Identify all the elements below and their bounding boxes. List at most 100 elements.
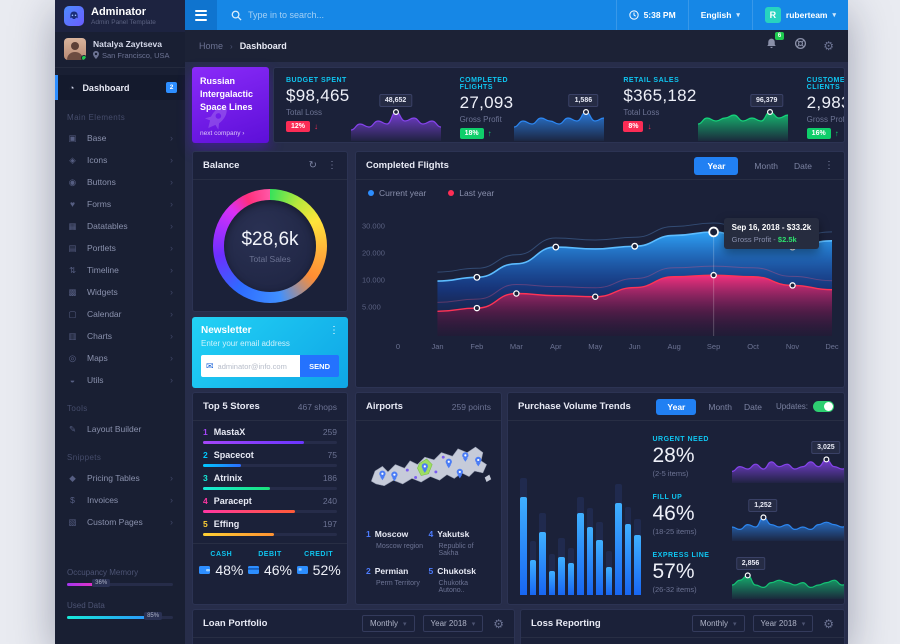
airport-item[interactable]: 1 Moscow Moscow region [366, 529, 424, 550]
metric-urgent-need: URGENT NEED 28% (2-5 items) 3,025 [653, 431, 844, 483]
completed-flights-card: Completed Flights Year Month Date ⋮ Curr… [355, 151, 845, 388]
settings-button[interactable]: ⚙ [823, 617, 834, 631]
language-menu[interactable]: English ▾ [687, 0, 752, 30]
sidebar-item-icons[interactable]: ◈ Icons › [55, 149, 185, 171]
kebab-menu-icon[interactable]: ⋮ [824, 160, 834, 171]
send-button[interactable]: SEND [300, 355, 339, 377]
flights-svg [437, 222, 833, 336]
sidebar-item-layout-builder[interactable]: ✎ Layout Builder [68, 423, 142, 435]
help-button[interactable] [794, 37, 807, 55]
trend-badge: 18% [459, 128, 484, 139]
search-input[interactable] [248, 10, 448, 20]
hamburger-menu-icon[interactable] [185, 0, 217, 30]
map-dot-pins [405, 455, 445, 479]
store-row: 1 MastaX 259 [193, 421, 347, 444]
sidebar-item-buttons[interactable]: ◉ Buttons › [68, 176, 173, 188]
balance-donut-chart: $28,6k Total Sales [213, 189, 327, 303]
refresh-icon[interactable]: ↻ [308, 160, 317, 171]
bar [634, 437, 641, 595]
bar [539, 437, 546, 595]
timeline-icon: ⇅ [68, 264, 77, 275]
airport-item[interactable]: 2 Permian Perm Territory [366, 566, 420, 587]
flights-area-chart[interactable]: 30.000 20.000 10.000 5.000 [362, 204, 839, 362]
email-input[interactable] [217, 361, 296, 371]
chevron-right-icon: › [170, 199, 173, 209]
logo-icon [64, 6, 84, 26]
user-info[interactable]: Natalya Zaytseva San Francisco, USA [55, 32, 185, 68]
year-button[interactable]: Year [694, 156, 739, 175]
sidebar-item-maps[interactable]: ◎ Maps › [68, 352, 173, 364]
sidebar-item-pricing-tables[interactable]: ◆ Pricing Tables › [55, 467, 185, 489]
month-button[interactable]: Month [708, 401, 732, 412]
dashboard-content: Russian Intergalactic Space Lines next c… [185, 62, 848, 644]
russia-map[interactable] [364, 429, 493, 513]
chevron-right-icon: › [170, 375, 173, 385]
next-company-link[interactable]: next company › [200, 130, 245, 137]
trend-arrow-icon: ↓ [314, 122, 319, 131]
kebab-menu-icon[interactable]: ⋮ [329, 325, 339, 336]
sidebar-item-utils[interactable]: ◒ Utils › [55, 369, 185, 391]
notifications-button[interactable]: 6 [765, 32, 785, 55]
year-select[interactable]: Year 2018 ▾ [752, 615, 814, 632]
sidebar-item-charts[interactable]: ▥ Charts › [68, 330, 173, 342]
kebab-menu-icon[interactable]: ⋮ [327, 160, 337, 171]
pricing-tables-icon: ◆ [69, 472, 76, 483]
chevron-down-icon: ▾ [801, 620, 806, 628]
chevron-right-icon: › [170, 221, 173, 231]
date-button[interactable]: Date [744, 401, 762, 412]
airport-item[interactable]: 4 Yakutsk Republic of Sakha [428, 529, 474, 557]
sidebar-item-portlets[interactable]: ▤ Portlets › [68, 242, 173, 254]
company-card[interactable]: Russian Intergalactic Space Lines next c… [192, 67, 269, 143]
trend-arrow-icon: ↑ [487, 129, 492, 138]
sidebar-item-invoices[interactable]: $ Invoices › [55, 489, 185, 511]
trend-badge: 12% [286, 121, 311, 132]
chevron-down-icon: ▾ [832, 12, 836, 19]
map-pins[interactable] [379, 452, 482, 482]
trend-badge: 8% [623, 121, 644, 132]
sidebar-item-base[interactable]: ▣ Base › [68, 132, 173, 144]
sidebar-item-datatables[interactable]: ▦ Datatables › [68, 220, 173, 232]
newsletter-card: Newsletter ⋮ Enter your email address ✉ … [192, 317, 348, 388]
airport-item[interactable]: 6MagadanskMagadan Region [429, 598, 492, 604]
store-row: 5 Effing 197 [193, 513, 347, 536]
forms-icon: ♥ [69, 199, 76, 209]
sidebar-item-widgets[interactable]: ▩ Widgets › [68, 286, 173, 298]
sidebar-item-timeline[interactable]: ⇅ Timeline › [68, 264, 173, 276]
metric-sparkline: 1,252 [731, 489, 844, 541]
settings-button[interactable]: ⚙ [493, 617, 504, 631]
breadcrumb-home[interactable]: Home [199, 41, 224, 51]
widgets-icon: ▩ [68, 286, 77, 297]
sidebar-item-forms[interactable]: ♥ Forms › [55, 193, 185, 215]
account-menu[interactable]: R ruberteam ▾ [751, 0, 848, 30]
trend-badge: 16% [806, 128, 831, 139]
chevron-right-icon: › [170, 353, 173, 363]
updates-toggle[interactable] [813, 401, 834, 412]
sidebar-item-dashboard[interactable]: ◔ Dashboard 2 [55, 75, 185, 100]
loan-portfolio-card: Loan Portfolio Monthly ▾ Year 2018 ▾ ⚙ [192, 609, 515, 644]
airport-item[interactable]: 5 Chukotsk Chukotka Autono.. [428, 566, 476, 594]
gear-icon: ⚙ [493, 616, 504, 631]
bar [529, 437, 536, 595]
period-select[interactable]: Monthly ▾ [692, 615, 745, 632]
period-select[interactable]: Monthly ▾ [362, 615, 415, 632]
location-pin-icon [93, 51, 99, 59]
sidebar-item-calendar[interactable]: ▢ Calendar › [68, 308, 173, 320]
chevron-down-icon: ▾ [733, 620, 737, 628]
chevron-right-icon: › [170, 495, 173, 505]
year-button[interactable]: Year [656, 398, 697, 415]
used-data-meter: Used Data 85% [67, 601, 173, 620]
clock-menu[interactable]: 5:38 PM [615, 0, 688, 30]
brand[interactable]: Adminator Admin Panel Template [55, 0, 185, 32]
stat-sparkline: 96,379 [697, 83, 789, 141]
sidebar-item-custom-pages[interactable]: ▧ Custom Pages › [68, 516, 173, 528]
settings-button[interactable]: ⚙ [823, 39, 834, 53]
custom-pages-icon: ▧ [68, 516, 77, 527]
store-row: 4 Paracept 240 [193, 490, 347, 513]
bar [596, 437, 603, 595]
month-button[interactable]: Month [754, 160, 779, 171]
airport-item[interactable]: 3AltaiAltai Territory [366, 598, 429, 604]
year-select[interactable]: Year 2018 ▾ [422, 615, 484, 632]
date-button[interactable]: Date [794, 160, 812, 171]
chevron-right-icon: › [230, 41, 233, 51]
bar [567, 437, 574, 595]
